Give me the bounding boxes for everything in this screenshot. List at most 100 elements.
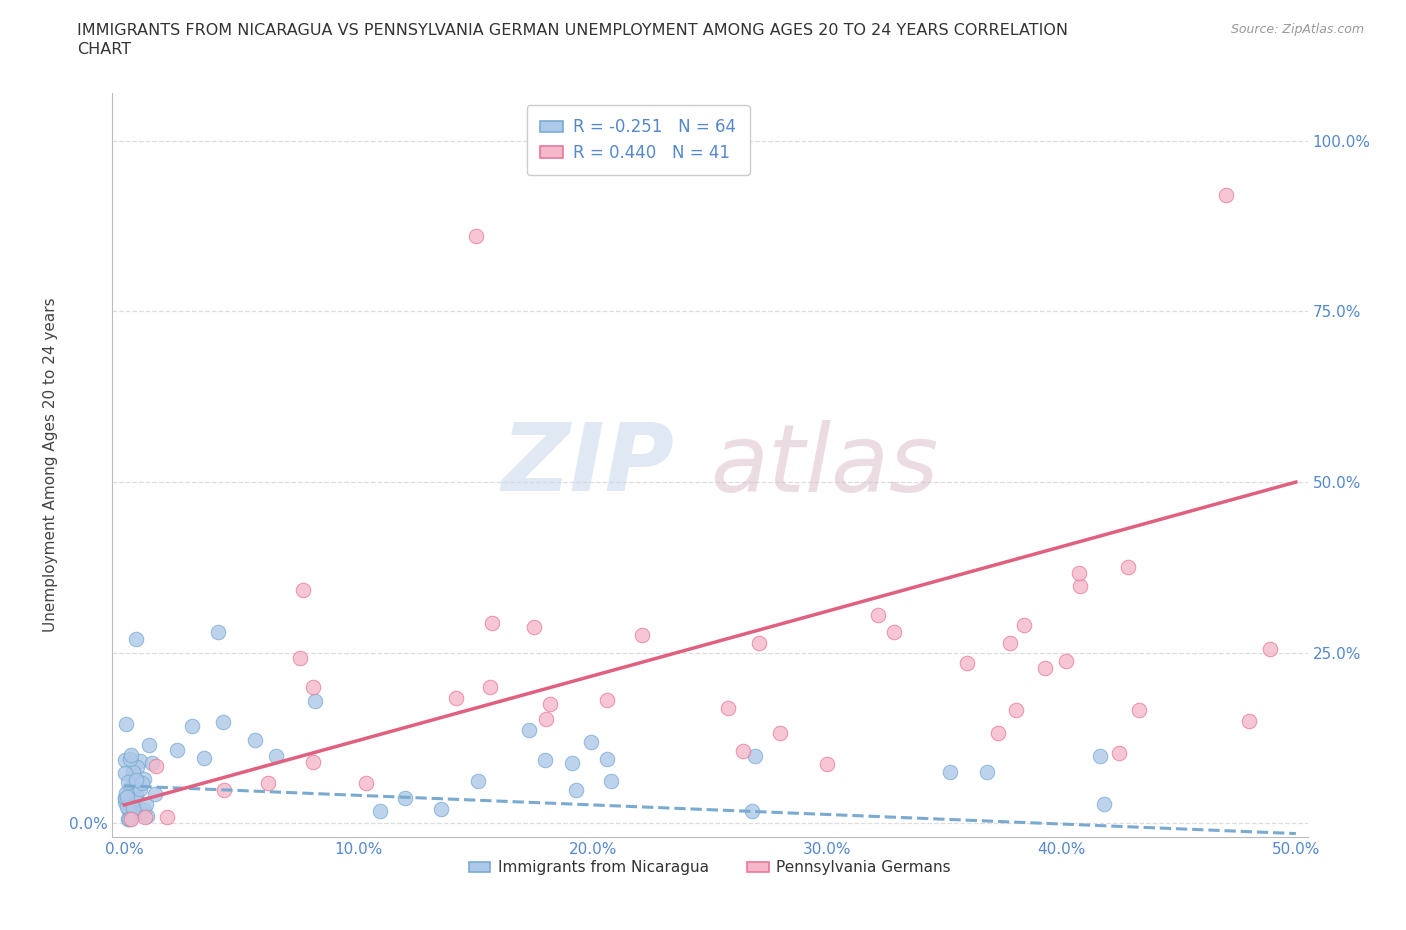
Point bbox=[956, 655, 979, 670]
Point bbox=[731, 743, 754, 758]
Point bbox=[1069, 579, 1091, 594]
Point bbox=[599, 774, 621, 789]
Point bbox=[127, 760, 149, 775]
Point bbox=[301, 754, 323, 769]
Point bbox=[136, 808, 159, 823]
Text: atlas: atlas bbox=[710, 419, 938, 511]
Point bbox=[115, 800, 138, 815]
Point bbox=[868, 607, 890, 622]
Point bbox=[121, 765, 143, 780]
Point bbox=[368, 804, 391, 818]
Point bbox=[769, 725, 792, 740]
Point bbox=[125, 773, 148, 788]
Point bbox=[114, 794, 136, 809]
Point bbox=[354, 776, 377, 790]
Point bbox=[302, 680, 325, 695]
Point bbox=[748, 635, 770, 650]
Point bbox=[155, 809, 177, 824]
Point bbox=[1054, 654, 1077, 669]
Point bbox=[292, 582, 315, 597]
Point bbox=[517, 723, 540, 737]
Point bbox=[744, 748, 766, 763]
Point bbox=[135, 797, 157, 812]
Point bbox=[117, 802, 139, 817]
Point bbox=[478, 680, 501, 695]
Point bbox=[132, 772, 155, 787]
Point bbox=[467, 774, 489, 789]
Point bbox=[131, 805, 153, 820]
Point bbox=[631, 627, 654, 642]
Point bbox=[243, 732, 266, 747]
Point bbox=[534, 711, 557, 726]
Legend: Immigrants from Nicaragua, Pennsylvania Germans: Immigrants from Nicaragua, Pennsylvania … bbox=[463, 855, 957, 882]
Point bbox=[717, 700, 740, 715]
Point bbox=[120, 791, 142, 806]
Point bbox=[976, 764, 998, 779]
Point bbox=[1069, 565, 1091, 580]
Point bbox=[114, 785, 136, 800]
Point bbox=[1215, 188, 1237, 203]
Y-axis label: Unemployment Among Ages 20 to 24 years: Unemployment Among Ages 20 to 24 years bbox=[42, 298, 58, 632]
Point bbox=[561, 755, 583, 770]
Point bbox=[1258, 641, 1281, 656]
Point bbox=[1108, 745, 1130, 760]
Point bbox=[741, 804, 763, 818]
Point bbox=[114, 765, 136, 780]
Point bbox=[534, 752, 557, 767]
Text: ZIP: ZIP bbox=[502, 419, 675, 511]
Point bbox=[120, 751, 142, 766]
Point bbox=[117, 812, 139, 827]
Point bbox=[120, 811, 142, 826]
Point bbox=[120, 747, 142, 762]
Point bbox=[464, 229, 486, 244]
Point bbox=[523, 619, 546, 634]
Point bbox=[579, 735, 602, 750]
Text: IMMIGRANTS FROM NICARAGUA VS PENNSYLVANIA GERMAN UNEMPLOYMENT AMONG AGES 20 TO 2: IMMIGRANTS FROM NICARAGUA VS PENNSYLVANI… bbox=[77, 23, 1069, 38]
Point bbox=[815, 757, 838, 772]
Point bbox=[114, 790, 136, 805]
Point bbox=[114, 790, 136, 805]
Point bbox=[120, 780, 142, 795]
Point bbox=[131, 776, 153, 790]
Point bbox=[538, 697, 561, 711]
Point bbox=[120, 811, 142, 826]
Point bbox=[288, 651, 311, 666]
Point bbox=[193, 751, 215, 765]
Point bbox=[987, 725, 1010, 740]
Point bbox=[138, 738, 160, 753]
Point bbox=[211, 714, 233, 729]
Point bbox=[117, 812, 139, 827]
Text: Source: ZipAtlas.com: Source: ZipAtlas.com bbox=[1230, 23, 1364, 36]
Point bbox=[565, 782, 588, 797]
Point bbox=[118, 804, 141, 818]
Point bbox=[446, 690, 468, 705]
Point bbox=[1012, 618, 1035, 632]
Point bbox=[939, 764, 962, 779]
Point bbox=[129, 781, 152, 796]
Point bbox=[134, 809, 156, 824]
Point bbox=[143, 787, 166, 802]
Point bbox=[1092, 796, 1115, 811]
Point bbox=[125, 631, 148, 646]
Point bbox=[141, 755, 163, 770]
Point bbox=[121, 801, 143, 816]
Point bbox=[596, 693, 619, 708]
Point bbox=[115, 790, 138, 804]
Point bbox=[596, 751, 619, 766]
Point bbox=[998, 635, 1021, 650]
Point bbox=[166, 743, 188, 758]
Point bbox=[481, 616, 503, 631]
Point bbox=[121, 764, 143, 779]
Point bbox=[429, 802, 451, 817]
Point bbox=[1237, 713, 1260, 728]
Point bbox=[181, 718, 204, 733]
Point bbox=[1118, 560, 1140, 575]
Point bbox=[207, 625, 229, 640]
Point bbox=[145, 759, 167, 774]
Point bbox=[114, 753, 136, 768]
Text: CHART: CHART bbox=[77, 42, 131, 57]
Point bbox=[264, 749, 287, 764]
Point bbox=[124, 791, 146, 806]
Point bbox=[1090, 749, 1112, 764]
Point bbox=[134, 803, 156, 817]
